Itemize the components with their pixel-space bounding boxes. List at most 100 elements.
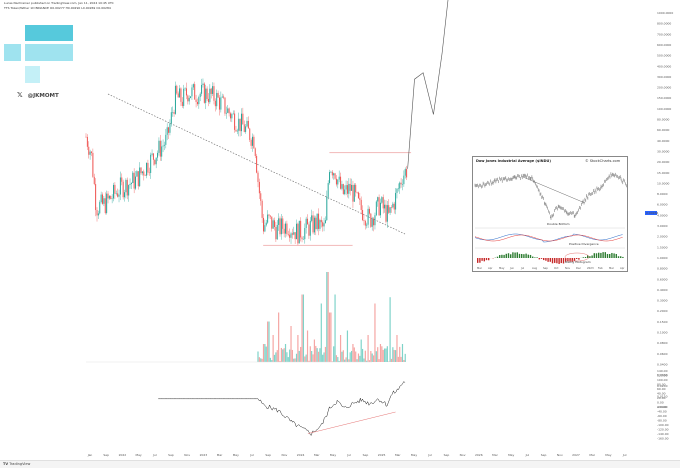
y-tick-label: 1.5000	[657, 245, 668, 249]
candle-body	[141, 171, 143, 174]
candle-body	[136, 171, 138, 177]
candle-body	[108, 195, 110, 199]
y-tick-label: 200.0000	[657, 86, 671, 90]
candle-body	[366, 224, 368, 226]
header-line-2: TTS Token/Tether 1D BINANCE O0.00277 H0.…	[4, 6, 111, 10]
volume-bar	[265, 346, 267, 362]
y-tick-label: -20.00	[657, 405, 667, 409]
candle-body	[349, 183, 351, 191]
volume-bar	[382, 349, 384, 362]
candle-body	[183, 88, 185, 106]
redaction-block	[4, 44, 21, 61]
divergence-line	[307, 411, 396, 434]
candle-body	[282, 218, 284, 229]
candle-body	[177, 93, 179, 98]
x-tick-label: Jul	[152, 453, 157, 457]
price-tag	[645, 211, 657, 215]
inset-histogram-bar	[551, 258, 554, 264]
candle-body	[110, 195, 112, 200]
candle-body	[307, 218, 309, 225]
y-tick-label: 700.0000	[657, 32, 671, 36]
candle-body	[113, 184, 115, 199]
inset-histogram-bar	[518, 253, 521, 258]
candle-body	[203, 83, 205, 103]
x-tick-label: May	[233, 453, 239, 457]
inset-x-tick: May	[499, 266, 505, 270]
candle-body	[254, 148, 256, 156]
volume-bar	[319, 348, 321, 362]
price-tag-label: 0.00284	[646, 211, 658, 215]
volume-bar	[273, 354, 276, 362]
inset-histogram-bar	[576, 258, 578, 259]
volume-bar	[269, 357, 271, 362]
candle-body	[345, 185, 347, 190]
candle-body	[246, 120, 248, 127]
volume-bar	[304, 356, 306, 362]
candle-body	[173, 112, 175, 114]
candle-body	[89, 151, 91, 155]
candle-body	[143, 171, 145, 176]
candle-body	[165, 134, 167, 145]
y-tick-label: -80.00	[657, 419, 667, 423]
volume-bar	[333, 346, 335, 362]
candle-body	[324, 220, 326, 224]
inset-histogram-bar	[532, 256, 534, 258]
volume-bar	[308, 360, 310, 362]
candle-body	[137, 171, 139, 187]
volume-bar	[312, 354, 314, 362]
inset-histogram-bar	[488, 258, 490, 261]
candle-body	[210, 88, 212, 94]
volume-bar	[378, 359, 380, 362]
x-tick-label: Mar	[395, 453, 401, 457]
volume-bar	[345, 357, 347, 362]
projection-layer	[407, 0, 449, 169]
y-tick-label: 0.3000	[657, 299, 668, 303]
inset-histogram-bar	[578, 258, 580, 260]
candle-body	[276, 224, 278, 240]
inset-histogram-bar	[604, 252, 606, 258]
candle-body	[290, 233, 292, 238]
candle-body	[100, 194, 102, 203]
candle-body	[403, 175, 405, 185]
candle-body	[95, 184, 97, 211]
inset-histogram-bar	[507, 253, 510, 258]
x-tick-label: Nov	[281, 453, 287, 457]
x-tick-label: Nov	[184, 453, 190, 457]
x-tick-label: Jul	[346, 453, 351, 457]
redaction-block	[25, 25, 73, 41]
x-tick-label: 2024	[297, 453, 305, 457]
volume-bar	[279, 360, 281, 362]
volume-bar	[316, 348, 318, 362]
volume-bar	[278, 312, 280, 362]
candle-body	[107, 193, 109, 199]
candle-body	[104, 198, 106, 214]
candle-body	[205, 88, 207, 103]
volume-bar	[349, 352, 351, 362]
candle-body	[322, 222, 324, 227]
inset-x-tick: Apr	[488, 266, 493, 270]
inset-annotation: Positive Divergence	[569, 242, 599, 246]
candle-body	[355, 184, 357, 193]
inset-highlight	[564, 252, 590, 262]
candle-body	[327, 183, 329, 197]
y-tick-label: 80.0000	[657, 118, 669, 122]
header-line-1: Lucas Nachreiner published on TradingVie…	[4, 1, 114, 5]
inset-chart-svg: Dow Jones Industrial Average ($INDU) © St…	[474, 159, 627, 270]
candle-body	[158, 140, 160, 153]
candle-body	[392, 203, 394, 208]
volume-bar	[359, 355, 361, 362]
candle-body	[231, 114, 233, 119]
y-tick-label: 0.4000	[657, 288, 668, 292]
volume-bar	[330, 312, 332, 362]
candle-body	[196, 101, 198, 105]
candle-body	[139, 167, 141, 187]
candle-body	[206, 88, 208, 99]
inset-signal	[474, 234, 623, 242]
candle-body	[323, 223, 325, 227]
candle-body	[385, 204, 387, 222]
volume-bar	[268, 321, 270, 362]
candle-body	[342, 184, 344, 195]
inset-title: Dow Jones Industrial Average ($INDU)	[476, 159, 551, 163]
candle-body	[151, 153, 153, 155]
